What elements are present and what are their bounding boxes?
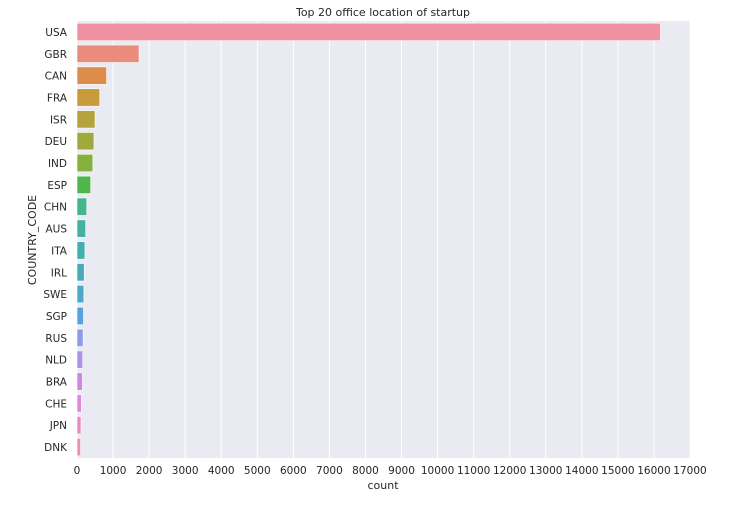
y-tick-label: IRL: [51, 267, 67, 279]
x-tick-label: 5000: [244, 465, 271, 477]
y-tick-labels: USA GBR CAN FRA ISR DEU IND ESP CHN AUS ITA IRL SWE S…: [43, 27, 68, 454]
y-tick-label: DNK: [44, 442, 68, 454]
bar-esp: [76, 175, 92, 194]
y-tick-label: CAN: [45, 71, 67, 83]
x-tick-label: 3000: [172, 465, 199, 477]
bar-bra: [76, 372, 83, 391]
y-tick-label: USA: [45, 27, 68, 39]
x-tick-label: 9000: [388, 465, 415, 477]
bar-chn: [76, 197, 88, 216]
x-tick-label: 10000: [421, 465, 454, 477]
bar-irl: [76, 263, 85, 282]
bar-ind: [76, 153, 94, 173]
x-tick-label: 13000: [529, 465, 562, 477]
x-tick-label: 4000: [208, 465, 235, 477]
x-tick-label: 12000: [493, 465, 526, 477]
gridlines: [76, 21, 691, 458]
x-tick-label: 1000: [100, 465, 127, 477]
y-tick-label: DEU: [45, 136, 67, 148]
bar-rus: [76, 328, 84, 347]
y-tick-label: JPN: [49, 420, 67, 432]
bar-swe: [76, 285, 85, 304]
x-tick-labels: 0 1000 2000 3000 4000 5000 6000 7000 8000 9000 100…: [74, 465, 707, 477]
y-tick-label: ITA: [51, 245, 68, 257]
y-tick-label: IND: [48, 158, 67, 170]
x-tick-label: 11000: [457, 465, 490, 477]
bar-che: [76, 394, 82, 413]
bar-fra: [76, 88, 101, 107]
x-tick-label: 14000: [565, 465, 598, 477]
y-tick-label: ESP: [47, 180, 67, 192]
y-tick-label: RUS: [45, 333, 67, 345]
x-tick-label: 2000: [136, 465, 163, 477]
plot-background: [77, 21, 690, 458]
x-tick-label: 8000: [352, 465, 379, 477]
x-tick-label: 17000: [673, 465, 706, 477]
bars: [76, 22, 661, 457]
y-tick-label: SGP: [46, 311, 67, 323]
bar-can: [76, 66, 107, 85]
bar-isr: [76, 110, 96, 129]
bar-ita: [76, 241, 86, 260]
x-axis-label: count: [367, 479, 399, 492]
bar-jpn: [76, 416, 82, 435]
bar-dnk: [76, 438, 81, 457]
y-tick-label: CHN: [44, 202, 67, 214]
bar-gbr: [76, 44, 140, 63]
x-tick-label: 16000: [637, 465, 670, 477]
x-tick-label: 0: [74, 465, 81, 477]
bar-nld: [76, 350, 84, 369]
y-axis-label: COUNTRY_CODE: [26, 195, 39, 285]
y-tick-label: SWE: [43, 289, 67, 301]
y-tick-label: AUS: [45, 224, 67, 236]
y-tick-label: GBR: [44, 49, 67, 61]
y-tick-label: NLD: [45, 355, 67, 367]
bar-usa: [76, 22, 661, 41]
bar-sgp: [76, 306, 84, 326]
x-tick-label: 7000: [316, 465, 343, 477]
y-tick-label: ISR: [50, 114, 67, 126]
bar-deu: [76, 132, 95, 151]
x-tick-label: 6000: [280, 465, 307, 477]
x-tick-label: 15000: [601, 465, 634, 477]
chart-title: Top 20 office location of startup: [295, 6, 470, 19]
bar-aus: [76, 219, 86, 238]
y-tick-label: CHE: [45, 398, 67, 410]
y-tick-label: FRA: [47, 92, 68, 104]
y-tick-label: BRA: [46, 377, 68, 389]
